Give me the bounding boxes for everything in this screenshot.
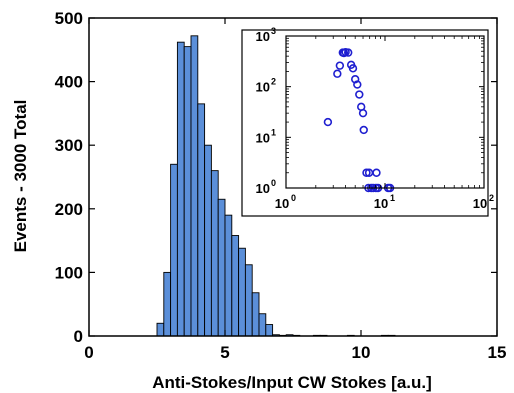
scatter-point [353, 80, 362, 89]
inset-x-tick-label: 10 [275, 196, 289, 211]
inset-x-tick-exponent: 2 [489, 193, 494, 203]
inset-x-tick-exponent: 0 [291, 193, 296, 203]
inset-y-tick-label: 10 [256, 29, 270, 44]
histogram-bar [231, 235, 240, 337]
inset-y-tick-exponent: 3 [271, 26, 276, 36]
scatter-point [355, 90, 364, 99]
y-axis-title: Events - 3000 Total [11, 100, 30, 253]
y-tick-label: 100 [55, 263, 83, 282]
x-axis-title: Anti-Stokes/Input CW Stokes [a.u.] [152, 373, 432, 392]
inset-y-tick-label: 10 [256, 181, 270, 196]
x-tick-label: 5 [220, 343, 229, 362]
histogram-bar [190, 35, 199, 337]
scatter-point [362, 168, 371, 177]
inset-x-tick-exponent: 1 [390, 193, 395, 203]
inset-y-tick-exponent: 1 [271, 127, 276, 137]
scatter-point [335, 61, 345, 70]
inset-x-tick-label: 10 [473, 196, 487, 211]
histogram-bar [244, 264, 253, 337]
y-tick-label: 0 [74, 327, 83, 346]
histogram-bar [170, 163, 178, 337]
main-axes-frame [88, 17, 498, 337]
scatter-point [358, 108, 368, 118]
scatter-point [372, 168, 381, 177]
histogram-bar [265, 324, 274, 337]
inset-y-tick-label: 10 [256, 130, 270, 145]
histogram-bar [217, 198, 226, 337]
y-tick-label: 300 [55, 136, 83, 155]
histogram-bar [238, 247, 246, 337]
histogram-bar [258, 313, 267, 337]
histogram-bar [204, 144, 212, 337]
scatter-point [359, 125, 368, 135]
inset-y-tick-label: 10 [256, 80, 270, 95]
histogram-bar [197, 103, 206, 337]
y-tick-label: 500 [55, 9, 83, 28]
inset-background [241, 29, 489, 217]
y-tick-label: 400 [55, 73, 83, 92]
x-tick-label: 10 [352, 343, 371, 362]
histogram-bar [251, 292, 260, 337]
inset-y-tick-exponent: 0 [271, 178, 276, 188]
inset-y-tick-exponent: 2 [271, 77, 276, 87]
histogram-bar [183, 46, 192, 337]
histogram-bar [163, 271, 172, 337]
scatter-point [323, 117, 333, 127]
y-tick-label: 200 [55, 200, 83, 219]
inset-x-ticks: 10 0 10 1 10 2 [275, 36, 494, 211]
histogram-bar [156, 322, 165, 337]
scatter-point [348, 64, 358, 73]
main-x-ticks: 0 5 10 15 [84, 18, 506, 362]
histogram-bar [224, 214, 233, 337]
histogram-bar [210, 170, 219, 337]
scatter-point [333, 69, 342, 78]
x-tick-label: 15 [488, 343, 507, 362]
histogram-bar [176, 41, 185, 337]
scatter-point [344, 48, 353, 57]
x-tick-label: 0 [84, 343, 93, 362]
inset-x-tick-label: 10 [374, 196, 388, 211]
